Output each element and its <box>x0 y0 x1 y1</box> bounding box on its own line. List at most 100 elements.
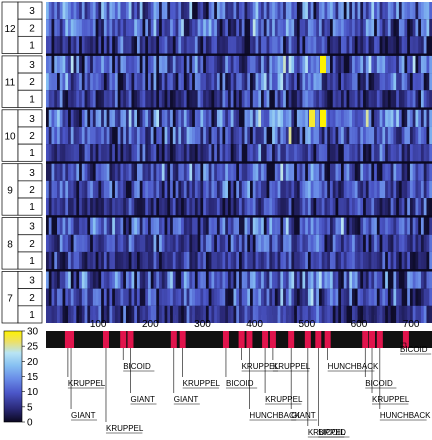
heatmap-cell <box>208 271 212 289</box>
heatmap-cell <box>352 109 356 127</box>
heatmap-cell <box>274 288 278 306</box>
heatmap-cell <box>318 36 323 54</box>
heatmap-cell <box>307 55 311 74</box>
heatmap-cell <box>398 198 402 216</box>
heatmap-cell <box>236 2 240 20</box>
heatmap-cell <box>390 109 394 127</box>
heatmap-cell <box>230 288 234 306</box>
heatmap-cell <box>423 217 427 235</box>
heatmap-cell <box>250 163 254 181</box>
heatmap-cell <box>236 126 240 145</box>
heatmap-cell <box>305 271 309 289</box>
heatmap-cell <box>46 217 50 235</box>
heatmap-cell <box>324 36 328 54</box>
heatmap-cell <box>357 163 361 181</box>
heatmap-cell <box>136 288 141 306</box>
heatmap-cell <box>145 144 149 162</box>
heatmap-cell <box>87 90 91 108</box>
heatmap-cell <box>327 271 331 289</box>
heatmap-cell <box>153 198 157 216</box>
heatmap-cell <box>54 288 58 306</box>
heatmap-cell <box>84 90 88 108</box>
heatmap-cell <box>354 55 358 74</box>
heatmap-cell <box>283 109 287 127</box>
heatmap-cell <box>145 2 149 20</box>
heatmap-cell <box>192 198 196 216</box>
heatmap-cell <box>106 217 110 235</box>
heatmap-cell <box>288 55 292 74</box>
heatmap-cell <box>73 234 77 252</box>
heatmap-cell <box>211 144 215 162</box>
heatmap-cell <box>376 109 380 127</box>
heatmap-cell <box>288 73 292 91</box>
row-label: 3 <box>29 168 35 179</box>
heatmap-cell <box>343 198 347 216</box>
heatmap-cell <box>142 109 146 127</box>
heatmap-cell <box>376 163 380 181</box>
heatmap-cell <box>318 2 323 20</box>
heatmap-cell <box>186 109 190 127</box>
heatmap-cell <box>327 36 331 54</box>
heatmap-cell <box>148 109 152 127</box>
heatmap-cell <box>407 19 411 37</box>
heatmap-cell <box>409 126 413 145</box>
hotspot-cell <box>319 55 326 74</box>
heatmap-cell <box>385 126 389 145</box>
heatmap-cell <box>379 126 383 145</box>
heatmap-cell <box>59 271 63 289</box>
heatmap-cell <box>387 55 391 74</box>
heatmap-cell <box>161 19 165 37</box>
heatmap-cell <box>288 217 292 235</box>
heatmap-cell <box>48 90 52 108</box>
heatmap-cell <box>62 90 66 108</box>
heatmap-cell <box>252 126 256 145</box>
heatmap-cell <box>418 163 422 181</box>
heatmap-cell <box>233 234 237 252</box>
heatmap-cell <box>123 251 127 270</box>
heatmap-cell <box>387 36 391 54</box>
heatmap-cell <box>354 126 358 145</box>
heatmap-cell <box>172 198 176 216</box>
heatmap-cell <box>285 126 289 145</box>
heatmap-cell <box>266 251 270 270</box>
heatmap-cell <box>236 271 240 289</box>
heatmap-cell <box>296 305 300 323</box>
heatmap-cell <box>214 234 218 252</box>
heatmap-cell <box>194 73 198 91</box>
heatmap-cell <box>283 217 287 235</box>
heatmap-cell <box>407 2 411 20</box>
heatmap-cell <box>219 73 223 91</box>
heatmap-cell <box>335 288 339 306</box>
heatmap-cell <box>125 271 130 289</box>
heatmap-cell <box>302 73 306 91</box>
heatmap-cell <box>346 90 350 108</box>
heatmap-cell <box>241 90 245 108</box>
heatmap-cell <box>332 251 336 270</box>
heatmap-cell <box>189 90 193 108</box>
heatmap-cell <box>164 198 168 216</box>
heatmap-cell <box>299 271 303 289</box>
heatmap-cell <box>316 305 320 323</box>
heatmap-cell <box>412 90 416 108</box>
heatmap-cell <box>98 109 102 127</box>
heatmap-cell <box>291 163 295 181</box>
heatmap-cell <box>277 126 281 145</box>
heatmap-cell <box>128 126 132 145</box>
heatmap-cell <box>156 180 160 199</box>
heatmap-cell <box>84 36 88 54</box>
heatmap-cell <box>192 180 196 199</box>
heatmap-cell <box>429 217 432 235</box>
heatmap-cell <box>365 2 369 20</box>
heatmap-cell <box>181 163 185 181</box>
heatmap-cell <box>407 90 411 108</box>
heatmap-cell <box>54 55 58 74</box>
heatmap-cell <box>117 90 121 108</box>
heatmap-cell <box>103 19 107 37</box>
heatmap-cell <box>349 36 353 54</box>
heatmap-cell <box>387 180 391 199</box>
heatmap-cell <box>159 198 163 216</box>
heatmap-cell <box>172 36 176 54</box>
heatmap-cell <box>98 73 102 91</box>
heatmap-cell <box>305 163 309 181</box>
heatmap-cell <box>170 55 174 74</box>
